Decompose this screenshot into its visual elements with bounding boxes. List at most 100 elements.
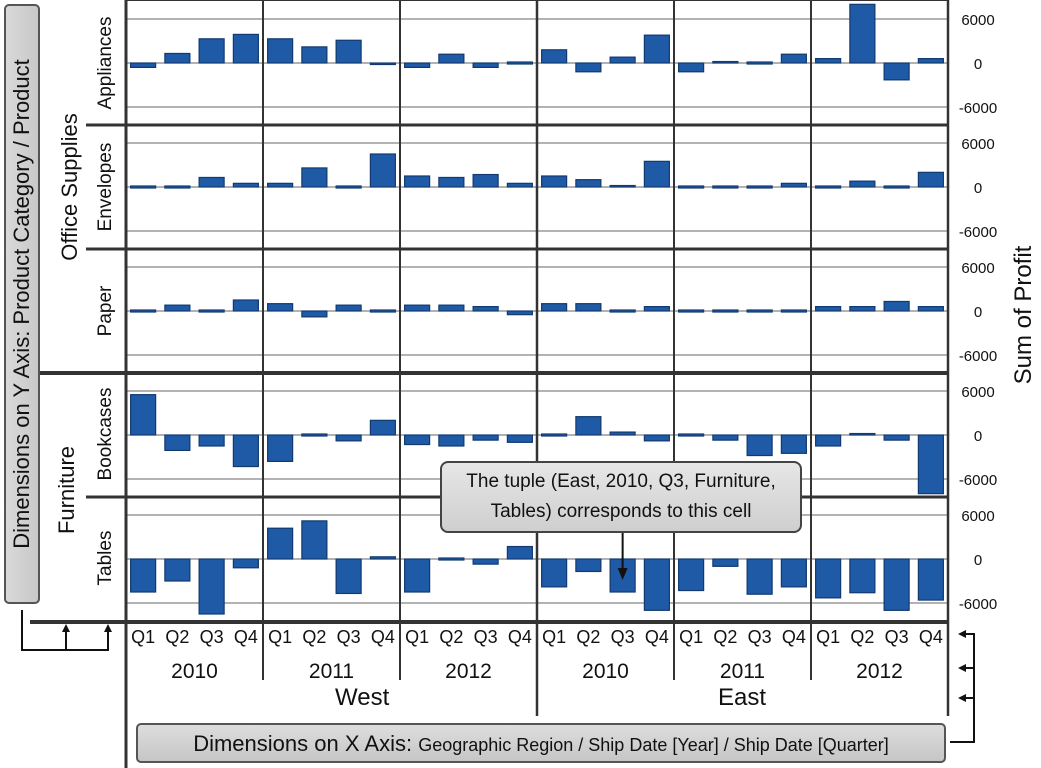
bar-bookcases-15 bbox=[643, 434, 670, 442]
quarter-label: Q2 bbox=[439, 627, 463, 647]
bar-paper-23 bbox=[917, 306, 944, 312]
quarter-label: Q4 bbox=[782, 627, 806, 647]
bar-appliances-5 bbox=[301, 46, 328, 64]
bar-bookcases-14 bbox=[609, 431, 636, 436]
bar-paper-20 bbox=[815, 306, 842, 312]
y-tick-label: -6000 bbox=[959, 472, 997, 489]
bar-bookcases-23 bbox=[917, 434, 944, 495]
quarter-label: Q1 bbox=[405, 627, 429, 647]
bar-bookcases-18 bbox=[746, 434, 773, 457]
bar-appliances-3 bbox=[232, 33, 259, 64]
bar-appliances-7 bbox=[369, 62, 396, 66]
bar-envelopes-12 bbox=[541, 175, 568, 188]
bar-paper-3 bbox=[232, 299, 259, 312]
year-label: 2010 bbox=[171, 660, 218, 683]
x-connector-arrow-2 bbox=[958, 664, 966, 672]
y-axis-dimensions-label: Dimensions on Y Axis: Product Category /… bbox=[9, 59, 34, 549]
bar-bookcases-5 bbox=[301, 433, 328, 437]
y-tick-label: -6000 bbox=[959, 100, 997, 117]
quarter-label: Q2 bbox=[576, 627, 600, 647]
quarter-label: Q2 bbox=[850, 627, 874, 647]
quarter-label: Q1 bbox=[679, 627, 703, 647]
bar-tables-2 bbox=[198, 558, 225, 615]
bar-paper-14 bbox=[609, 309, 636, 313]
bar-tables-19 bbox=[780, 558, 807, 588]
bar-envelopes-6 bbox=[335, 185, 362, 189]
bar-tables-15 bbox=[643, 558, 670, 611]
bar-tables-9 bbox=[438, 557, 465, 561]
year-label: 2011 bbox=[720, 660, 765, 683]
bar-envelopes-17 bbox=[712, 185, 739, 189]
bar-bookcases-21 bbox=[849, 432, 876, 436]
bar-tables-13 bbox=[575, 558, 602, 573]
product-label-paper: Paper bbox=[95, 285, 116, 337]
bar-appliances-1 bbox=[164, 52, 191, 64]
region-label-east: East bbox=[718, 684, 767, 711]
bar-paper-11 bbox=[506, 310, 533, 316]
y-tick-label: -6000 bbox=[959, 224, 997, 241]
bar-appliances-0 bbox=[130, 62, 157, 69]
y-tick-label: 0 bbox=[974, 552, 982, 569]
y-tick-label: 0 bbox=[974, 56, 982, 73]
bar-bookcases-7 bbox=[369, 419, 396, 436]
y-tick-label: 0 bbox=[974, 428, 982, 445]
bar-bookcases-0 bbox=[130, 394, 157, 436]
callout-line-2: Tables) corresponds to this cell bbox=[490, 501, 752, 522]
bar-paper-12 bbox=[541, 303, 568, 312]
quarter-label: Q4 bbox=[919, 627, 943, 647]
bar-envelopes-19 bbox=[780, 182, 807, 188]
bar-paper-7 bbox=[369, 309, 396, 313]
year-label: 2010 bbox=[582, 660, 629, 683]
bar-tables-11 bbox=[506, 545, 533, 560]
y-tick-label: 0 bbox=[974, 180, 982, 197]
bar-bookcases-3 bbox=[232, 434, 259, 468]
bar-bookcases-10 bbox=[472, 434, 499, 441]
bar-appliances-12 bbox=[541, 49, 568, 64]
product-label-envelopes: Envelopes bbox=[95, 142, 116, 232]
quarter-label: Q4 bbox=[234, 627, 258, 647]
bar-tables-7 bbox=[369, 556, 396, 560]
bar-paper-0 bbox=[130, 309, 157, 313]
bar-envelopes-3 bbox=[232, 182, 259, 188]
bar-tables-23 bbox=[917, 558, 944, 601]
bar-appliances-2 bbox=[198, 38, 225, 64]
bar-tables-17 bbox=[712, 558, 739, 567]
x-connector-arrow-1 bbox=[958, 630, 966, 638]
bar-tables-20 bbox=[815, 558, 842, 599]
bar-appliances-23 bbox=[917, 57, 944, 64]
bar-tables-8 bbox=[404, 558, 431, 593]
y-tick-label: 6000 bbox=[961, 12, 994, 29]
y-tick-label: 6000 bbox=[961, 136, 994, 153]
y-axis-dimensions-box bbox=[4, 4, 40, 604]
bar-envelopes-18 bbox=[746, 185, 773, 189]
category-label-office-supplies: Office Supplies bbox=[57, 113, 82, 261]
callout-line-1: The tuple (East, 2010, Q3, Furniture, bbox=[466, 471, 776, 492]
bar-bookcases-11 bbox=[506, 434, 533, 443]
x-axis-dimensions-label: Dimensions on X Axis: Geographic Region … bbox=[138, 731, 944, 757]
bar-bookcases-12 bbox=[541, 433, 568, 437]
bar-envelopes-23 bbox=[917, 171, 944, 188]
bar-tables-12 bbox=[541, 558, 568, 588]
y-tick-label: 6000 bbox=[961, 384, 994, 401]
bar-tables-10 bbox=[472, 558, 499, 565]
bar-appliances-21 bbox=[849, 3, 876, 64]
bar-appliances-6 bbox=[335, 39, 362, 64]
bar-paper-1 bbox=[164, 304, 191, 312]
bar-bookcases-1 bbox=[164, 434, 191, 451]
product-label-bookcases: Bookcases bbox=[95, 387, 116, 481]
x-connector-line bbox=[950, 633, 975, 743]
callout-arrow-head bbox=[617, 568, 628, 580]
bar-bookcases-8 bbox=[404, 434, 431, 446]
bar-tables-16 bbox=[678, 558, 705, 592]
bar-envelopes-9 bbox=[438, 176, 465, 188]
bar-envelopes-14 bbox=[609, 184, 636, 188]
tuple-callout: The tuple (East, 2010, Q3, Furniture, Ta… bbox=[440, 461, 802, 533]
bar-tables-18 bbox=[746, 558, 773, 595]
bar-envelopes-5 bbox=[301, 167, 328, 188]
y-tick-label: -6000 bbox=[959, 348, 997, 365]
bar-paper-16 bbox=[678, 309, 705, 313]
y-connector-arrow-2 bbox=[104, 624, 112, 632]
bar-envelopes-2 bbox=[198, 176, 225, 188]
quarter-label: Q2 bbox=[713, 627, 737, 647]
